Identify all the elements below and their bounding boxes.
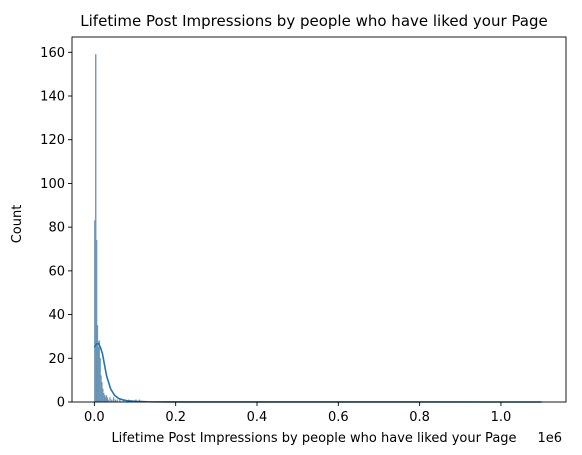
plot-area [94, 54, 541, 402]
histogram-bar [113, 398, 114, 402]
x-tick-label: 0.6 [328, 410, 349, 425]
x-tick-label: 0.2 [165, 410, 186, 425]
kde-line [94, 343, 541, 402]
histogram-bar [110, 398, 111, 402]
chart-title: Lifetime Post Impressions by people who … [80, 12, 547, 30]
y-tick-label: 100 [40, 177, 65, 192]
x-axis-label: Lifetime Post Impressions by people who … [111, 431, 516, 446]
y-axis-label: Count [10, 205, 25, 244]
y-tick-label: 80 [48, 221, 65, 236]
y-tick-label: 120 [40, 133, 65, 148]
x-tick-label: 1.0 [491, 410, 512, 425]
x-tick-label: 0.8 [409, 410, 430, 425]
x-tick-label: 0.0 [84, 410, 105, 425]
y-tick-label: 40 [48, 308, 65, 323]
y-tick-label: 160 [40, 46, 65, 61]
y-axis: 0 20 40 60 80 100 120 140 160 [40, 46, 72, 411]
y-tick-label: 20 [48, 352, 65, 367]
y-tick-label: 0 [57, 396, 65, 411]
y-tick-label: 60 [48, 264, 65, 279]
x-axis: 0.0 0.2 0.4 0.6 0.8 1.0 [84, 402, 511, 425]
x-tick-label: 0.4 [247, 410, 268, 425]
x-axis-offset-label: 1e6 [537, 431, 562, 446]
plot-frame [72, 37, 566, 402]
y-tick-label: 140 [40, 90, 65, 105]
